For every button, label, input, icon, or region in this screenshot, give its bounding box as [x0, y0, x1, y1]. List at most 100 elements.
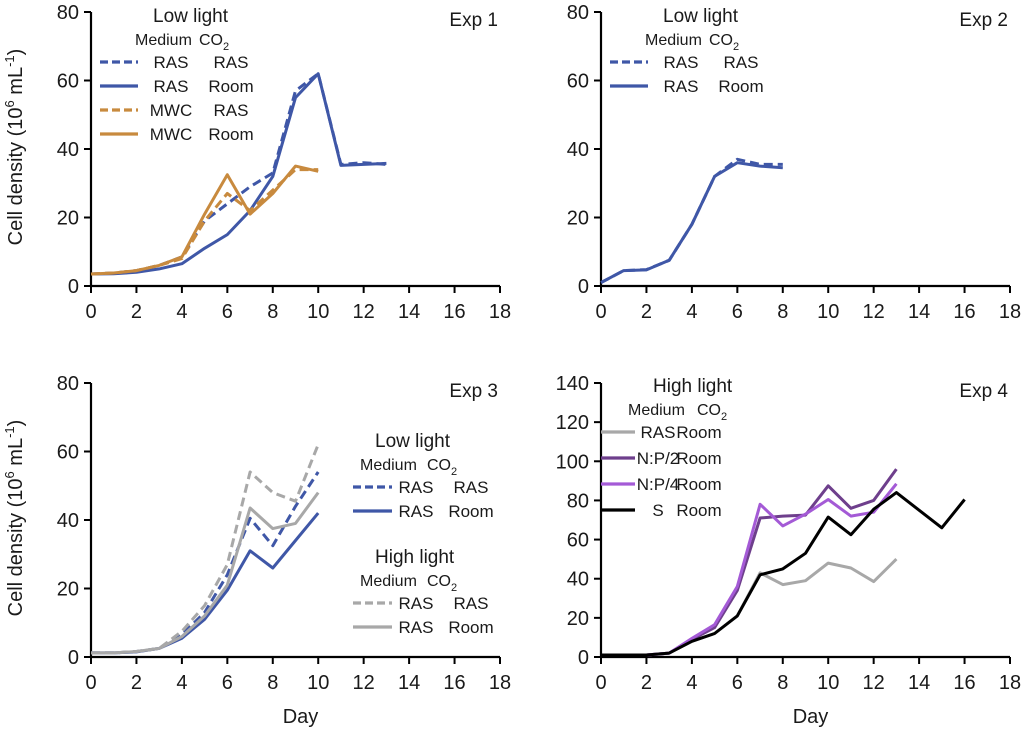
- x-tick-label: 14: [398, 672, 420, 694]
- y-tick-label: 0: [68, 276, 79, 298]
- x-tick-label: 12: [353, 672, 375, 694]
- series-line-ll-ras-ras: [91, 472, 318, 653]
- x-tick-label: 14: [398, 301, 420, 323]
- y-tick-label: 20: [567, 608, 589, 630]
- x-tick-label: 4: [686, 672, 697, 694]
- y-tick-label: 120: [556, 412, 589, 434]
- y-tick-label: 0: [578, 276, 589, 298]
- y-tick-label: 60: [567, 530, 589, 552]
- series-group: [91, 445, 318, 653]
- x-tick-label: 2: [131, 301, 142, 323]
- y-tick-label: 40: [567, 139, 589, 161]
- x-axis-title: Day: [793, 706, 829, 728]
- panel-label: Exp 2: [959, 10, 1008, 31]
- legend-header-co2: CO2: [427, 573, 457, 594]
- y-tick-label: 40: [57, 510, 79, 532]
- legend-header-medium: Medium: [135, 32, 192, 49]
- series-line-ras-room: [601, 163, 783, 283]
- legend-co2: Room: [448, 502, 493, 521]
- legend-entry-hl-ras-ras: RAS RAS: [353, 594, 488, 613]
- legend-header-medium: Medium: [628, 402, 685, 419]
- legend-co2: Room: [676, 475, 721, 494]
- panel-label: Exp 4: [959, 381, 1008, 402]
- legend-title: High light: [653, 376, 733, 397]
- legend-medium: RAS: [664, 53, 699, 72]
- legend-co2: Room: [718, 77, 763, 96]
- series-line-n-p-2-room: [601, 469, 896, 655]
- legend-medium: N:P/2: [637, 449, 680, 468]
- y-tick-label: 20: [57, 208, 79, 230]
- legend-co2: Room: [676, 449, 721, 468]
- legend-co2: Room: [676, 423, 721, 442]
- x-tick-label: 16: [953, 301, 975, 323]
- y-tick-label: 40: [567, 569, 589, 591]
- x-tick-label: 10: [307, 672, 329, 694]
- y-tick-label: 20: [567, 208, 589, 230]
- legend-co2: RAS: [454, 594, 489, 613]
- y-tick-label: 80: [57, 373, 79, 395]
- legend-title: Low light: [153, 6, 229, 27]
- y-axis-title: Cell density (106 mL-1): [2, 420, 27, 617]
- panel-label: Exp 3: [449, 381, 498, 402]
- x-tick-label: 4: [176, 672, 187, 694]
- x-tick-label: 18: [489, 672, 511, 694]
- x-tick-label: 18: [489, 301, 511, 323]
- x-tick-label: 10: [307, 301, 329, 323]
- legend-medium: S: [652, 501, 663, 520]
- legend-medium: MWC: [150, 101, 192, 120]
- x-tick-label: 0: [595, 301, 606, 323]
- legend-header-medium: Medium: [645, 32, 702, 49]
- legend-medium: RAS: [154, 53, 189, 72]
- y-tick-label: 140: [556, 373, 589, 395]
- x-tick-label: 8: [267, 672, 278, 694]
- legend-co2: Room: [676, 501, 721, 520]
- y-tick-label: 80: [567, 2, 589, 24]
- series-group: [601, 469, 965, 655]
- y-tick-label: 80: [57, 2, 79, 24]
- legend-medium: RAS: [641, 423, 676, 442]
- x-tick-label: 16: [953, 672, 975, 694]
- legend-entry-s-room: S Room: [601, 501, 722, 520]
- x-tick-label: 6: [732, 672, 743, 694]
- legend-medium: MWC: [150, 125, 192, 144]
- legend-title: Low light: [663, 6, 739, 27]
- legend-header-co2: CO2: [427, 457, 457, 478]
- legend-co2: RAS: [214, 53, 249, 72]
- x-tick-label: 16: [443, 301, 465, 323]
- x-tick-label: 6: [222, 301, 233, 323]
- series-line-hl-ras-ras: [91, 445, 318, 653]
- y-tick-label: 60: [57, 442, 79, 464]
- series-group: [601, 159, 783, 282]
- x-tick-label: 12: [353, 301, 375, 323]
- legend-medium: RAS: [399, 594, 434, 613]
- legend-medium: RAS: [399, 618, 434, 637]
- x-tick-label: 14: [908, 672, 930, 694]
- y-tick-label: 60: [57, 71, 79, 93]
- y-axis-title: Cell density (106 mL-1): [2, 49, 27, 246]
- x-tick-label: 6: [222, 672, 233, 694]
- panel-label: Exp 1: [449, 10, 498, 31]
- legend-header-co2: CO2: [709, 32, 739, 53]
- x-tick-label: 12: [863, 672, 885, 694]
- x-tick-label: 10: [817, 301, 839, 323]
- x-tick-label: 2: [131, 672, 142, 694]
- legend-medium: RAS: [154, 77, 189, 96]
